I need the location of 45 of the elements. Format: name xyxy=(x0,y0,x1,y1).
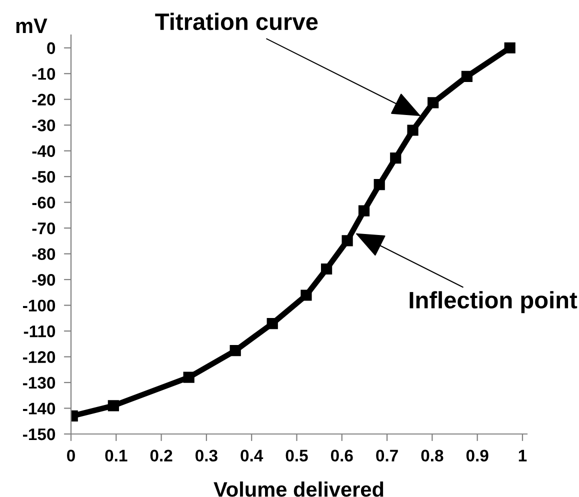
point xyxy=(390,152,402,164)
point xyxy=(266,318,278,330)
x-tick-label: 0.9 xyxy=(466,450,488,462)
y-tick-label: -130 xyxy=(23,376,56,389)
x-tick-label: 0.5 xyxy=(286,450,308,462)
y-tick-label: -70 xyxy=(32,222,56,234)
y-tick-label: -60 xyxy=(32,196,56,209)
point xyxy=(461,70,473,82)
annotation: Titration curve xyxy=(155,12,318,30)
point xyxy=(358,205,370,216)
y-tick-label: -50 xyxy=(32,170,56,183)
x-tick-label: 0.6 xyxy=(330,450,353,462)
x-tick-label: 0.4 xyxy=(240,450,264,462)
point xyxy=(342,235,353,246)
x-tick-label: 0 xyxy=(67,450,75,462)
y-tick-label: -20 xyxy=(32,94,56,106)
y-tick-label: 0 xyxy=(47,42,56,54)
point xyxy=(230,345,241,356)
y-tick-label: -150 xyxy=(23,428,56,440)
y-tick-label: -30 xyxy=(32,120,56,132)
annotation: Inflection point xyxy=(410,291,578,314)
x-tick-label: 1 xyxy=(518,450,527,462)
y-tick-label: -120 xyxy=(23,351,56,363)
y-tick-label: -140 xyxy=(23,402,56,414)
x-tick-label: 0.1 xyxy=(105,450,128,462)
point xyxy=(183,372,194,383)
x-tick-label: 0.8 xyxy=(421,450,444,462)
point xyxy=(374,179,385,190)
y-tick-label: -40 xyxy=(32,145,56,158)
point xyxy=(504,42,516,54)
y-tick-label: -10 xyxy=(32,68,56,80)
point xyxy=(428,97,439,108)
y-tick-label: -100 xyxy=(23,300,56,312)
point xyxy=(320,263,332,275)
y-tick-label: -110 xyxy=(24,325,56,338)
point xyxy=(407,124,418,136)
point xyxy=(300,290,312,301)
y-tick-label: -80 xyxy=(32,248,56,260)
point xyxy=(108,400,119,412)
x-axis-title: Volume delivered xyxy=(214,481,384,497)
x-tick-label: 0.7 xyxy=(376,450,398,462)
y-tick-label: -90 xyxy=(32,274,56,286)
x-tick-label: 0.3 xyxy=(196,450,218,462)
x-tick-label: 0.2 xyxy=(150,450,172,462)
y-axis-title: mV xyxy=(16,18,48,33)
